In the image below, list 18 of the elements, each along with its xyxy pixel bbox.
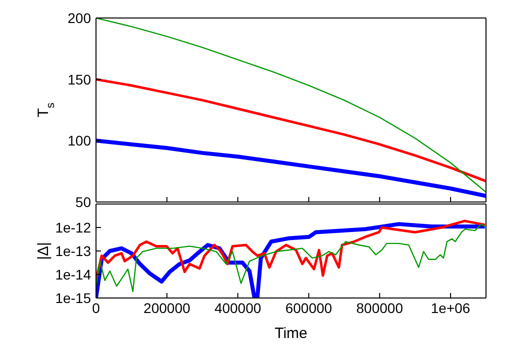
line-series: [96, 138, 486, 198]
y-tick-label: 1e-14: [55, 266, 92, 282]
x-tick-label: 600000: [285, 300, 332, 316]
y-tick-label: 1e-13: [55, 242, 92, 259]
y-tick-label: 200: [68, 10, 92, 26]
y-axis-title: |Δ|: [35, 242, 52, 260]
y-tick-label: 50: [75, 194, 92, 210]
y-tick-label: 1e-12: [55, 219, 92, 236]
y-tick-label: 150: [68, 71, 92, 88]
y-tick-label: 1e-15: [55, 290, 92, 306]
y-tick-label: 100: [68, 132, 92, 149]
x-axis-title: Time: [274, 325, 308, 342]
x-tick-label: 0: [92, 300, 100, 316]
x-tick-label: 200000: [144, 300, 190, 316]
x-tick-label: 400000: [214, 300, 262, 316]
x-tick-label: 1e+06: [430, 300, 470, 316]
line-series: [96, 78, 486, 182]
x-tick-label: 800000: [356, 300, 404, 316]
